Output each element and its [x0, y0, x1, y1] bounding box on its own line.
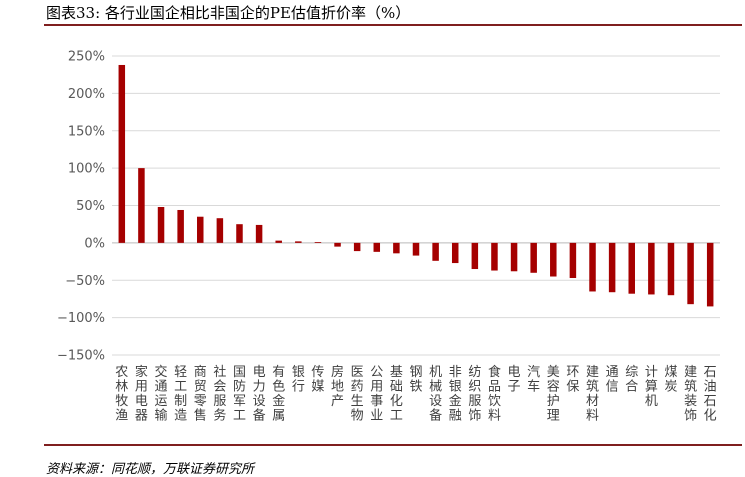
bar — [157, 206, 165, 243]
bars — [118, 64, 714, 307]
bar — [648, 242, 655, 295]
bar — [295, 241, 302, 243]
bar — [393, 242, 400, 254]
x-axis-labels: 农林牧渔家用电器交通运输轻工制造商贸零售社会服务国防军工电力设备有色金属银行传媒… — [115, 364, 716, 424]
bar — [667, 242, 675, 296]
bar — [236, 224, 243, 243]
y-axis-ticks: −150% −100% −50% 0% 50% 100% 150% 200% 250% — [57, 50, 105, 364]
bar — [432, 242, 439, 261]
y-tick-label: 150% — [68, 124, 105, 139]
y-tick-label: −150% — [57, 349, 105, 364]
bar — [334, 242, 341, 247]
y-tick-label: 100% — [68, 162, 105, 177]
x-tick-label: 非银金融 — [449, 365, 462, 424]
bar — [412, 242, 420, 256]
bar — [255, 224, 263, 243]
bar — [491, 242, 498, 271]
bar — [216, 218, 224, 243]
x-tick-label: 计算机 — [645, 365, 658, 409]
x-tick-label: 建筑装饰 — [684, 365, 697, 424]
x-tick-label: 商贸零售 — [194, 365, 207, 424]
bar — [589, 242, 596, 292]
x-tick-label: 综合 — [625, 365, 638, 395]
x-tick-label: 钢铁 — [409, 365, 422, 395]
x-tick-label: 轻工制造 — [174, 365, 187, 424]
y-tick-label: 250% — [68, 50, 105, 65]
x-tick-label: 通信 — [606, 365, 619, 395]
bar — [177, 209, 184, 243]
bar — [687, 242, 694, 305]
bar — [353, 242, 361, 252]
x-tick-label: 汽车 — [527, 365, 540, 395]
bar — [275, 240, 282, 243]
bar — [373, 242, 381, 252]
gridlines — [112, 55, 720, 356]
bar — [451, 242, 459, 264]
x-tick-label: 电子 — [508, 365, 521, 395]
x-tick-label: 家用电器 — [135, 364, 148, 424]
x-tick-label: 纺织服饰 — [468, 365, 481, 424]
x-tick-label: 基础化工 — [390, 365, 403, 424]
y-tick-label: −100% — [57, 311, 105, 326]
x-tick-label: 公用事业 — [370, 365, 383, 424]
bar — [471, 242, 479, 270]
source-note: 资料来源：同花顺，万联证券研究所 — [46, 462, 255, 477]
bar — [628, 242, 635, 294]
bar — [706, 242, 714, 307]
x-tick-label: 美容护理 — [547, 365, 560, 424]
x-tick-label: 机械设备 — [429, 365, 442, 424]
figure-title: 图表33: 各行业国企相比非国企的PE估值折价率（%） — [46, 4, 411, 22]
y-tick-label: 50% — [76, 199, 105, 214]
top-rule — [44, 24, 742, 26]
x-tick-label: 电力设备 — [253, 365, 266, 424]
y-tick-label: 0% — [84, 236, 105, 251]
bar — [550, 242, 557, 277]
bar — [608, 242, 616, 293]
bar — [569, 242, 577, 279]
bar — [138, 168, 145, 243]
bar — [118, 64, 126, 243]
x-tick-label: 食品饮料 — [488, 364, 501, 424]
x-tick-label: 建筑材料 — [586, 365, 599, 424]
x-tick-label: 传媒 — [311, 365, 324, 395]
x-tick-label: 银行 — [292, 365, 305, 395]
x-tick-label: 环保 — [566, 365, 579, 395]
y-tick-label: −50% — [65, 274, 105, 289]
x-tick-label: 交通运输 — [155, 364, 168, 424]
y-tick-label: 200% — [68, 87, 105, 102]
bar — [314, 242, 322, 243]
x-tick-label: 社会服务 — [213, 364, 226, 424]
bar — [197, 216, 204, 243]
bar — [510, 242, 518, 272]
bottom-rule — [44, 444, 742, 446]
x-tick-label: 房地产 — [331, 364, 344, 409]
x-tick-label: 国防军工 — [233, 365, 246, 424]
x-tick-label: 有色金属 — [272, 365, 285, 424]
x-tick-label: 医药生物 — [351, 365, 364, 424]
x-tick-label: 石油石化 — [704, 365, 717, 424]
x-tick-label: 煤炭 — [664, 365, 677, 395]
x-tick-label: 农林牧渔 — [115, 365, 128, 424]
bar — [530, 242, 537, 273]
